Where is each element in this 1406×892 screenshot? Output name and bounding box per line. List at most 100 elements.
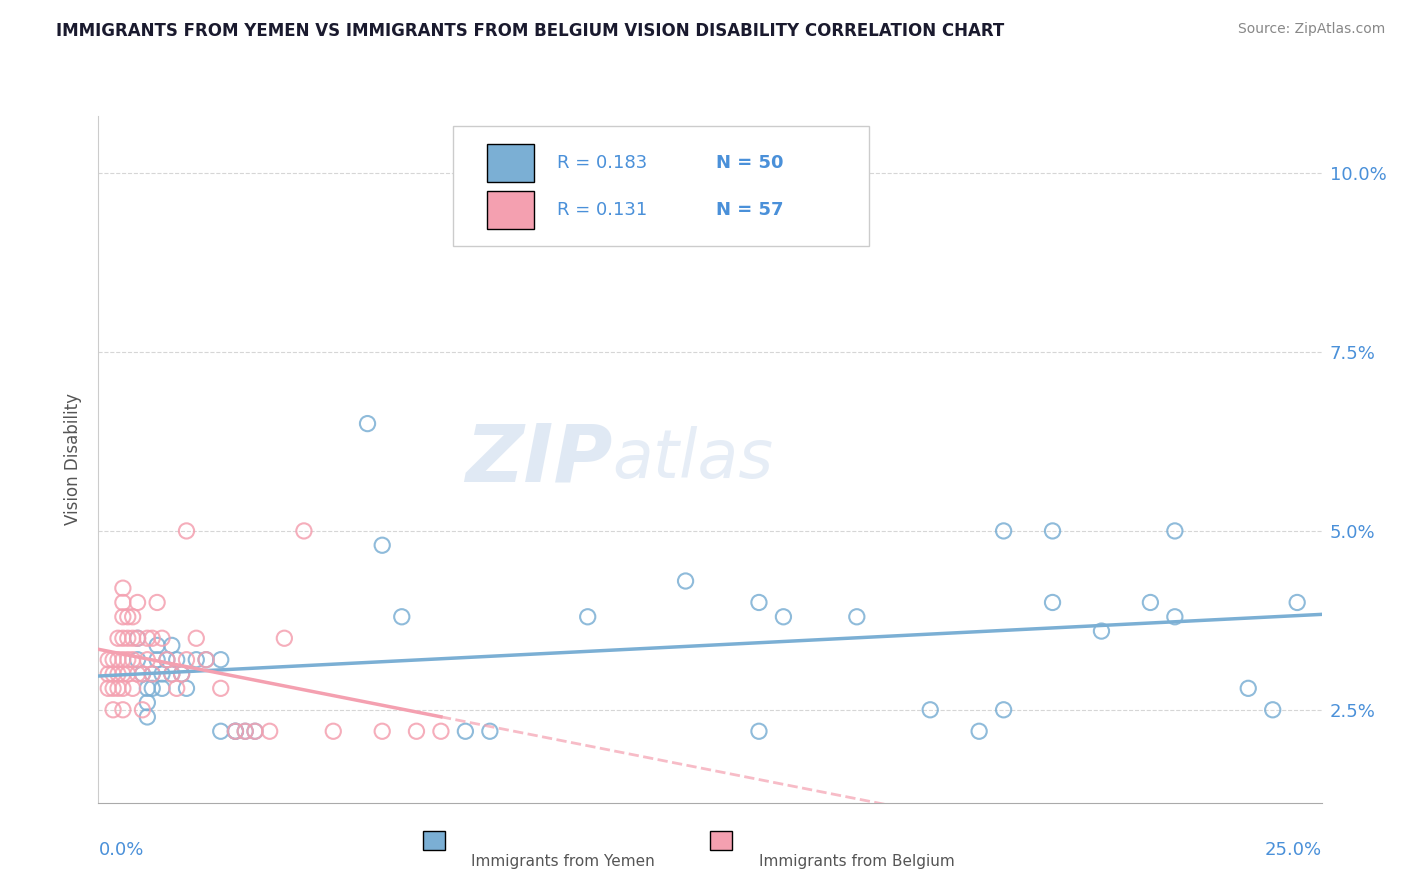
Text: 0.0%: 0.0% bbox=[98, 840, 143, 859]
Point bbox=[136, 710, 159, 724]
Point bbox=[111, 667, 134, 681]
Point bbox=[1261, 703, 1284, 717]
Point bbox=[111, 581, 134, 595]
Point bbox=[371, 724, 394, 739]
Point bbox=[121, 653, 143, 667]
Point bbox=[1286, 595, 1309, 609]
Text: N = 50: N = 50 bbox=[716, 154, 783, 172]
Point bbox=[146, 639, 169, 653]
Point bbox=[243, 724, 266, 739]
Point bbox=[920, 703, 942, 717]
Point bbox=[273, 632, 295, 646]
Point bbox=[356, 417, 378, 431]
Point bbox=[243, 724, 266, 739]
Point bbox=[141, 681, 163, 696]
Text: R = 0.131: R = 0.131 bbox=[557, 201, 647, 219]
Point bbox=[454, 724, 477, 739]
Point bbox=[136, 653, 159, 667]
Point bbox=[141, 667, 163, 681]
Point bbox=[1164, 524, 1187, 538]
Y-axis label: Vision Disability: Vision Disability bbox=[65, 393, 83, 525]
Point bbox=[121, 681, 143, 696]
Point bbox=[845, 609, 868, 624]
Point bbox=[131, 667, 153, 681]
FancyBboxPatch shape bbox=[423, 831, 444, 850]
Point bbox=[156, 653, 179, 667]
Text: N = 57: N = 57 bbox=[716, 201, 783, 219]
Point bbox=[209, 653, 232, 667]
Point bbox=[107, 667, 129, 681]
FancyBboxPatch shape bbox=[488, 144, 534, 182]
Point bbox=[97, 681, 120, 696]
Point bbox=[195, 653, 218, 667]
Point bbox=[1164, 609, 1187, 624]
Point bbox=[127, 632, 149, 646]
Point bbox=[101, 703, 124, 717]
Point bbox=[150, 681, 173, 696]
Point bbox=[127, 653, 149, 667]
Point bbox=[111, 653, 134, 667]
Text: ZIP: ZIP bbox=[465, 420, 612, 499]
Point bbox=[141, 632, 163, 646]
Point bbox=[166, 681, 188, 696]
Point bbox=[117, 653, 139, 667]
Point bbox=[131, 667, 153, 681]
Point bbox=[748, 724, 770, 739]
Point bbox=[136, 632, 159, 646]
Text: IMMIGRANTS FROM YEMEN VS IMMIGRANTS FROM BELGIUM VISION DISABILITY CORRELATION C: IMMIGRANTS FROM YEMEN VS IMMIGRANTS FROM… bbox=[56, 22, 1004, 40]
Point bbox=[121, 609, 143, 624]
Point bbox=[170, 667, 193, 681]
Text: R = 0.183: R = 0.183 bbox=[557, 154, 647, 172]
Point bbox=[993, 703, 1015, 717]
Point bbox=[748, 595, 770, 609]
Point bbox=[224, 724, 246, 739]
Point bbox=[1090, 624, 1112, 639]
Point bbox=[176, 681, 198, 696]
Point bbox=[146, 653, 169, 667]
Point bbox=[121, 632, 143, 646]
Point bbox=[160, 667, 183, 681]
Point bbox=[1042, 595, 1064, 609]
Point bbox=[224, 724, 246, 739]
Point bbox=[150, 632, 173, 646]
Point bbox=[195, 653, 218, 667]
Point bbox=[322, 724, 344, 739]
Point bbox=[136, 696, 159, 710]
FancyBboxPatch shape bbox=[453, 127, 869, 246]
Point bbox=[186, 653, 208, 667]
Point bbox=[1042, 524, 1064, 538]
Point bbox=[101, 653, 124, 667]
Point bbox=[259, 724, 281, 739]
Point bbox=[478, 724, 501, 739]
Point bbox=[233, 724, 256, 739]
Point bbox=[292, 524, 315, 538]
Point bbox=[170, 667, 193, 681]
Point bbox=[97, 667, 120, 681]
Point bbox=[405, 724, 427, 739]
Point bbox=[127, 632, 149, 646]
Point bbox=[141, 667, 163, 681]
Text: 25.0%: 25.0% bbox=[1264, 840, 1322, 859]
Point bbox=[136, 681, 159, 696]
Point bbox=[146, 595, 169, 609]
Point bbox=[111, 681, 134, 696]
Text: Source: ZipAtlas.com: Source: ZipAtlas.com bbox=[1237, 22, 1385, 37]
Point bbox=[176, 524, 198, 538]
Point bbox=[1139, 595, 1161, 609]
Point bbox=[371, 538, 394, 552]
Point bbox=[111, 609, 134, 624]
Point bbox=[156, 653, 179, 667]
Point bbox=[675, 574, 697, 588]
Point bbox=[160, 667, 183, 681]
Point bbox=[111, 632, 134, 646]
Point bbox=[150, 667, 173, 681]
Point bbox=[117, 667, 139, 681]
Point bbox=[117, 609, 139, 624]
Point bbox=[166, 653, 188, 667]
Point bbox=[107, 681, 129, 696]
Point bbox=[430, 724, 453, 739]
Point bbox=[209, 724, 232, 739]
Point bbox=[117, 632, 139, 646]
Point bbox=[224, 724, 246, 739]
FancyBboxPatch shape bbox=[710, 831, 733, 850]
